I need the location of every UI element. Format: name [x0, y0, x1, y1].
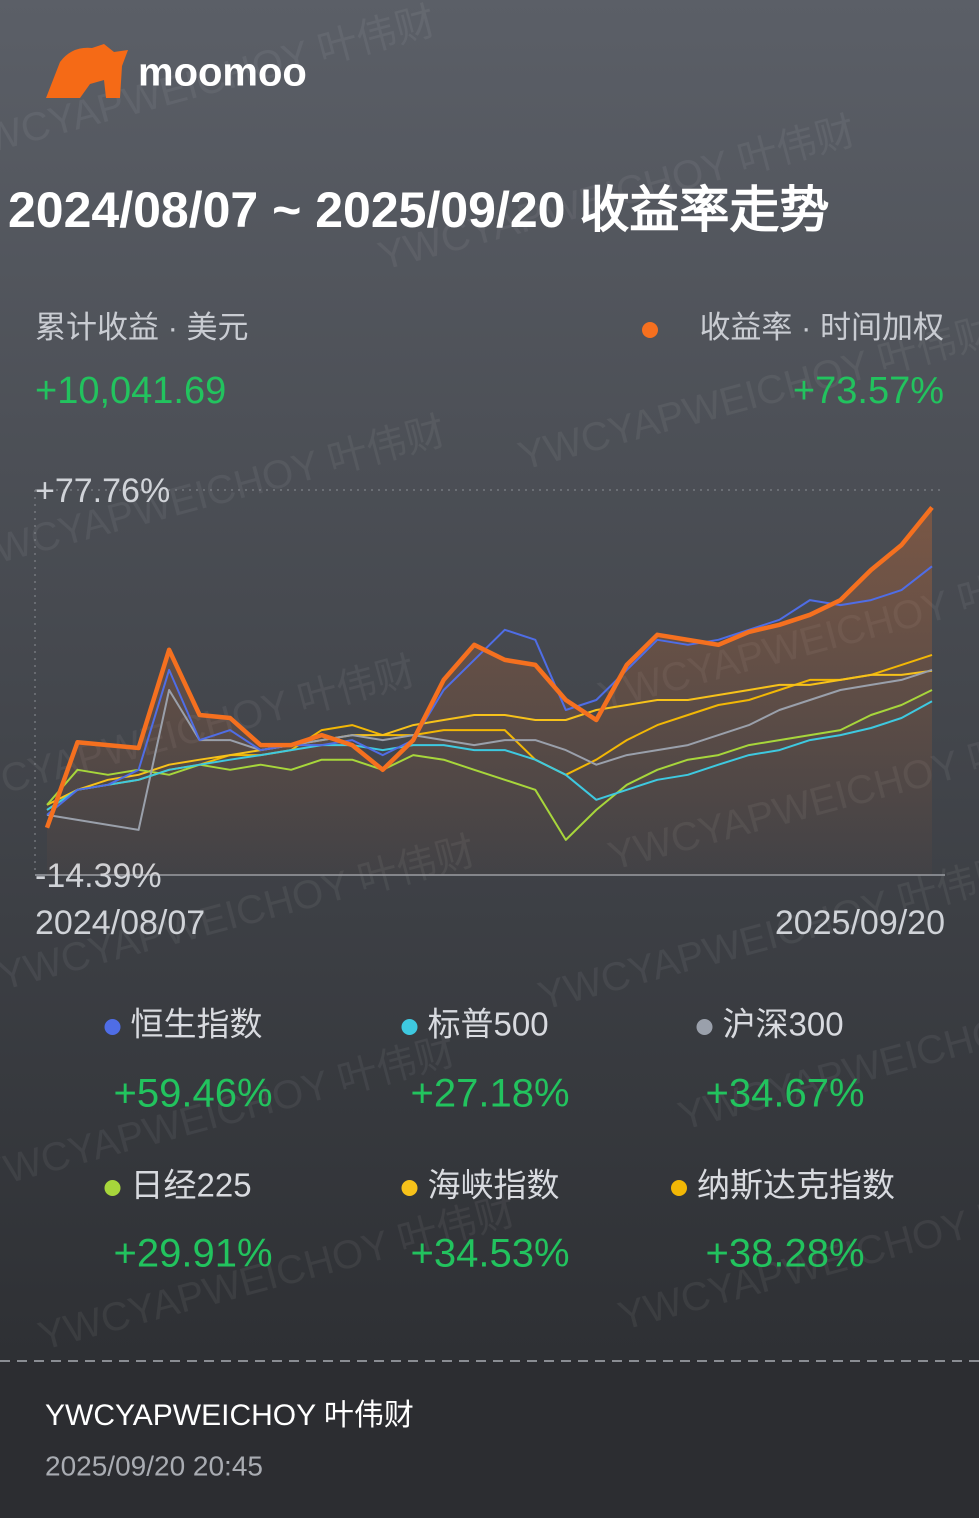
summary-label: 累计收益 · 美元	[35, 310, 249, 345]
legend-name: 沪深300	[723, 1006, 844, 1043]
plot: +77.76%-14.39%2024/08/07 2025/09/20	[34, 472, 945, 942]
x-tick-label: 2024/08/07	[35, 904, 205, 942]
legend-dot	[104, 1180, 121, 1196]
legend-return: +34.53%	[410, 1232, 569, 1276]
legend-return: +38.28%	[705, 1232, 864, 1276]
legend-dot	[104, 1019, 121, 1035]
legend-name: 纳斯达克指数	[697, 1167, 895, 1204]
series-dot	[642, 322, 658, 338]
footer-user: YWCYAPWEICHOY 叶伟财	[45, 1399, 414, 1432]
logo: moomoo	[46, 44, 307, 98]
legend-name: 日经225	[131, 1167, 252, 1204]
legend-dot	[696, 1019, 713, 1035]
legend: 恒生指数 +59.46% 标普500 +27.18% 沪深300 +34.67% 日经225…	[104, 1006, 895, 1276]
title: 2024/08/07 ~ 2025/09/20 收益率走势	[8, 182, 829, 238]
legend-name: 海峡指数	[428, 1167, 560, 1204]
series-name: 收益率 · 时间加权	[699, 310, 944, 345]
legend-name: 标普500	[428, 1006, 549, 1043]
x-tick-label: 2025/09/20	[775, 904, 945, 942]
summary-value: +10,041.69	[35, 370, 226, 412]
footer-background	[0, 1360, 979, 1518]
series-area	[47, 507, 932, 875]
legend-name: 恒生指数	[131, 1006, 263, 1043]
footer-timestamp: 2025/09/20 20:45	[45, 1450, 263, 1481]
legend-return: +59.46%	[113, 1072, 272, 1116]
series-line	[46, 669, 933, 806]
series-line	[46, 565, 933, 816]
legend-dot	[401, 1019, 418, 1035]
legend-return: +29.91%	[113, 1232, 272, 1276]
series-line	[46, 700, 933, 811]
series-return: +73.57%	[793, 370, 944, 412]
legend-return: +27.18%	[410, 1072, 569, 1116]
legend-dot	[671, 1180, 687, 1196]
legend-dot	[401, 1180, 418, 1196]
series-line	[44, 505, 934, 829]
series-line	[46, 668, 933, 831]
y-tick-label: +77.76%	[35, 472, 170, 510]
logo-text: moomoo	[138, 51, 307, 95]
legend-return: +34.67%	[705, 1072, 864, 1116]
logo-icon	[46, 44, 128, 98]
